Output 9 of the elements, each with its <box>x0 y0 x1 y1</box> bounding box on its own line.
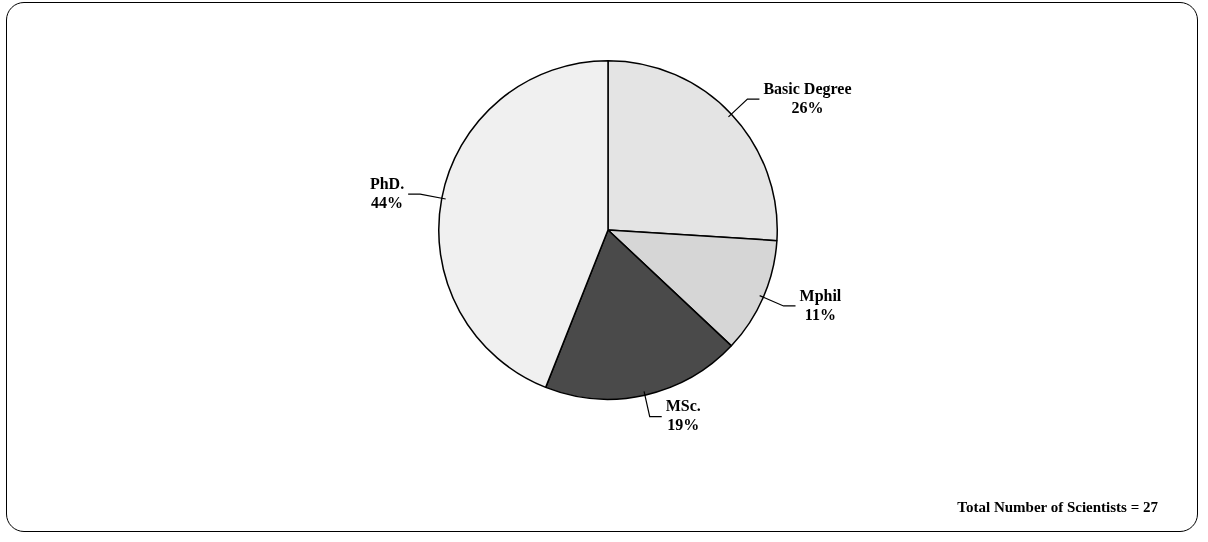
slice-label: Basic Degree <box>763 79 852 98</box>
data-label: 11% <box>804 305 836 323</box>
slice-label: Mphil <box>799 286 842 305</box>
data-label: 44% <box>371 193 404 211</box>
data-label: 19% <box>667 416 700 434</box>
text: Total Number of Scientists = 27 <box>957 499 1158 516</box>
slice-label: PhD. <box>369 174 405 192</box>
data-label: 26% <box>791 98 824 116</box>
slice-label: MSc. <box>665 397 701 415</box>
